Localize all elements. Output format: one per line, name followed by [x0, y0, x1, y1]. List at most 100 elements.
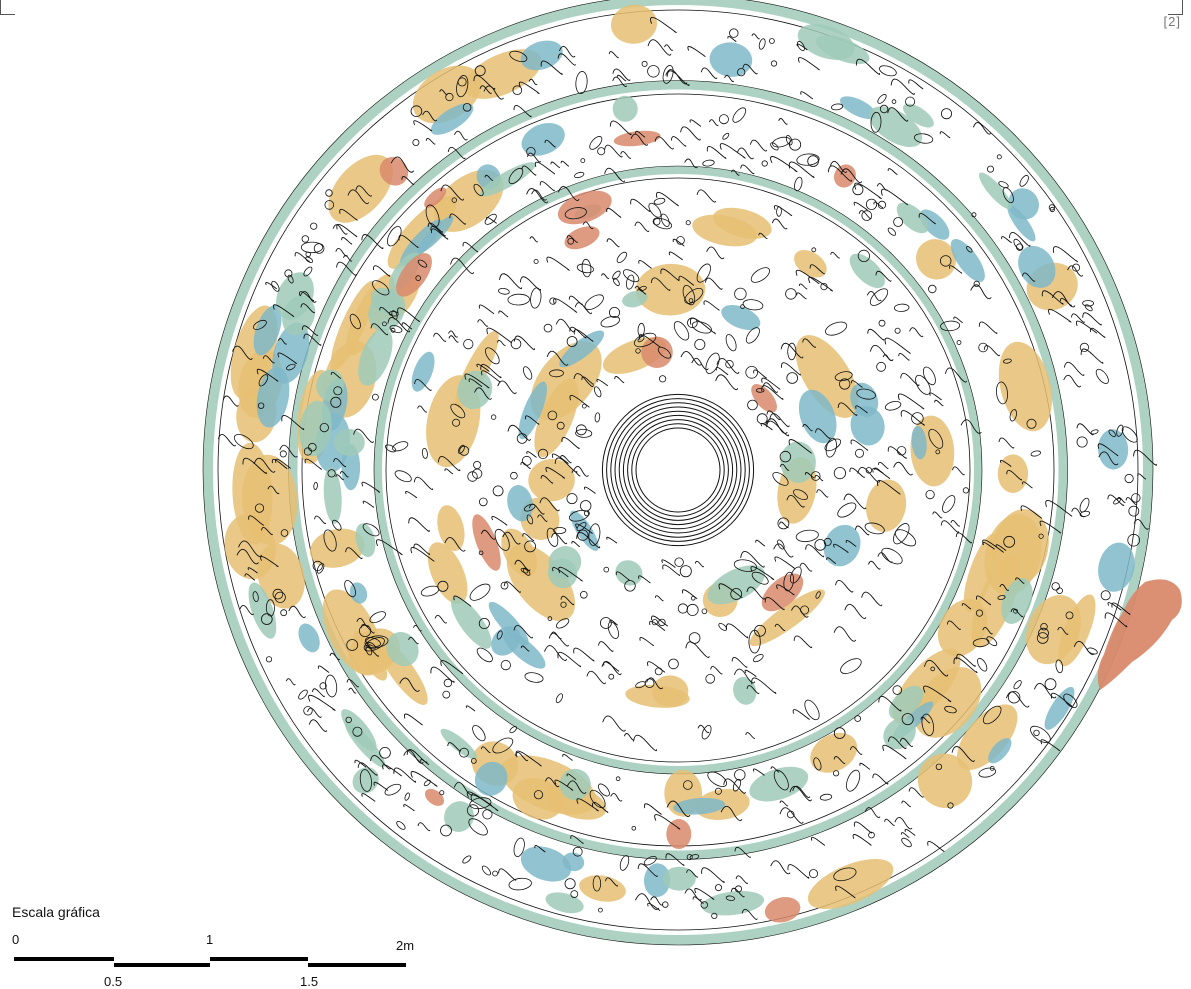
leaf-shape [575, 428, 593, 438]
curl-circle [839, 378, 851, 390]
curl-circle [1038, 533, 1044, 539]
scroll-line [598, 641, 614, 652]
scroll-line [826, 557, 836, 564]
scroll-line [480, 529, 496, 540]
scroll-line [606, 536, 618, 544]
curl-circle [412, 138, 420, 146]
leaf-shape [522, 366, 533, 380]
scroll-line [680, 126, 701, 141]
scroll-line [603, 661, 620, 672]
scroll-line [849, 467, 865, 479]
curl-circle [533, 258, 539, 264]
leaf-shape [258, 374, 269, 387]
scroll-line [687, 46, 706, 57]
scroll-line [731, 169, 740, 176]
pigment-patch [914, 667, 982, 738]
leaf-shape [966, 246, 973, 253]
scroll-line [751, 33, 760, 40]
scroll-line [995, 544, 1007, 551]
curl-circle [579, 590, 588, 599]
scroll-line [571, 470, 581, 477]
curl-circle [647, 65, 660, 78]
scroll-line [1039, 520, 1062, 534]
leaf-shape [833, 867, 857, 882]
curl-circle [440, 824, 452, 837]
curl-circle [737, 68, 746, 77]
leaf-shape [555, 693, 564, 704]
scroll-line [353, 428, 374, 443]
scroll-line [236, 548, 259, 565]
scroll-line [605, 877, 619, 887]
scroll-line [406, 749, 428, 764]
curl-circle [785, 288, 797, 300]
curl-circle [510, 338, 522, 350]
leaf-shape [921, 713, 935, 736]
scroll-line [476, 363, 490, 372]
curl-circle [260, 613, 273, 625]
scroll-line [262, 355, 275, 364]
leaf-shape [417, 259, 428, 268]
scroll-line [502, 531, 521, 545]
scroll-line [692, 896, 704, 904]
pigment-patch [1058, 594, 1096, 667]
curl-circle [740, 304, 745, 309]
scroll-line [766, 420, 790, 437]
curl-circle [894, 327, 901, 334]
leaf-shape [592, 875, 602, 892]
crop-mark-top-right [1168, 0, 1183, 15]
scroll-line [551, 533, 568, 545]
curl-circle [452, 418, 461, 427]
scroll-line [890, 78, 915, 95]
curl-circle [769, 38, 775, 44]
curl-circle [581, 403, 587, 409]
leaf-shape [462, 855, 472, 864]
scroll-line [764, 596, 785, 611]
curl-circle [756, 413, 768, 425]
curl-circle [761, 160, 768, 167]
pigment-patch [850, 406, 885, 446]
scroll-line [769, 413, 790, 428]
leaf-shape [526, 514, 534, 525]
leaf-shape [469, 797, 492, 810]
scroll-line [845, 540, 857, 547]
scroll-line [539, 181, 555, 192]
scroll-line [571, 541, 580, 548]
scroll-line [440, 184, 464, 201]
leaf-shape [725, 895, 736, 901]
scroll-line [685, 641, 710, 658]
scroll-line [976, 595, 992, 606]
curl-circle [690, 595, 696, 601]
scroll-line [805, 544, 825, 558]
leaf-shape [359, 769, 372, 792]
pigment-patch [795, 335, 859, 418]
curl-circle [644, 678, 655, 688]
scroll-line [1076, 423, 1094, 436]
pigment-patch [333, 428, 365, 456]
scroll-line [773, 205, 793, 217]
scroll-line [766, 410, 781, 421]
scroll-line [920, 716, 931, 724]
scroll-line [550, 161, 560, 169]
pigment-patch [328, 154, 393, 223]
leaf-shape [793, 489, 808, 500]
pigment-patch [323, 466, 342, 524]
pigment-patch [692, 214, 758, 247]
leaf-shape [732, 107, 747, 123]
curl-circle [474, 65, 486, 77]
scroll-line [927, 841, 945, 852]
curl-circle [729, 28, 739, 38]
scroll-line [468, 378, 483, 387]
scroll-line [656, 191, 679, 207]
scroll-line [761, 385, 784, 400]
leaf-shape [837, 502, 857, 518]
curl-circle [319, 422, 329, 433]
scroll-line [755, 539, 766, 547]
scroll-line [720, 805, 743, 821]
leaf-shape [894, 529, 917, 547]
pigment-patch [507, 485, 534, 522]
scroll-line [521, 165, 537, 176]
pigment-patch [355, 523, 376, 558]
curl-circle [745, 365, 758, 379]
scroll-line [686, 869, 699, 878]
leaf-shape [942, 495, 956, 513]
